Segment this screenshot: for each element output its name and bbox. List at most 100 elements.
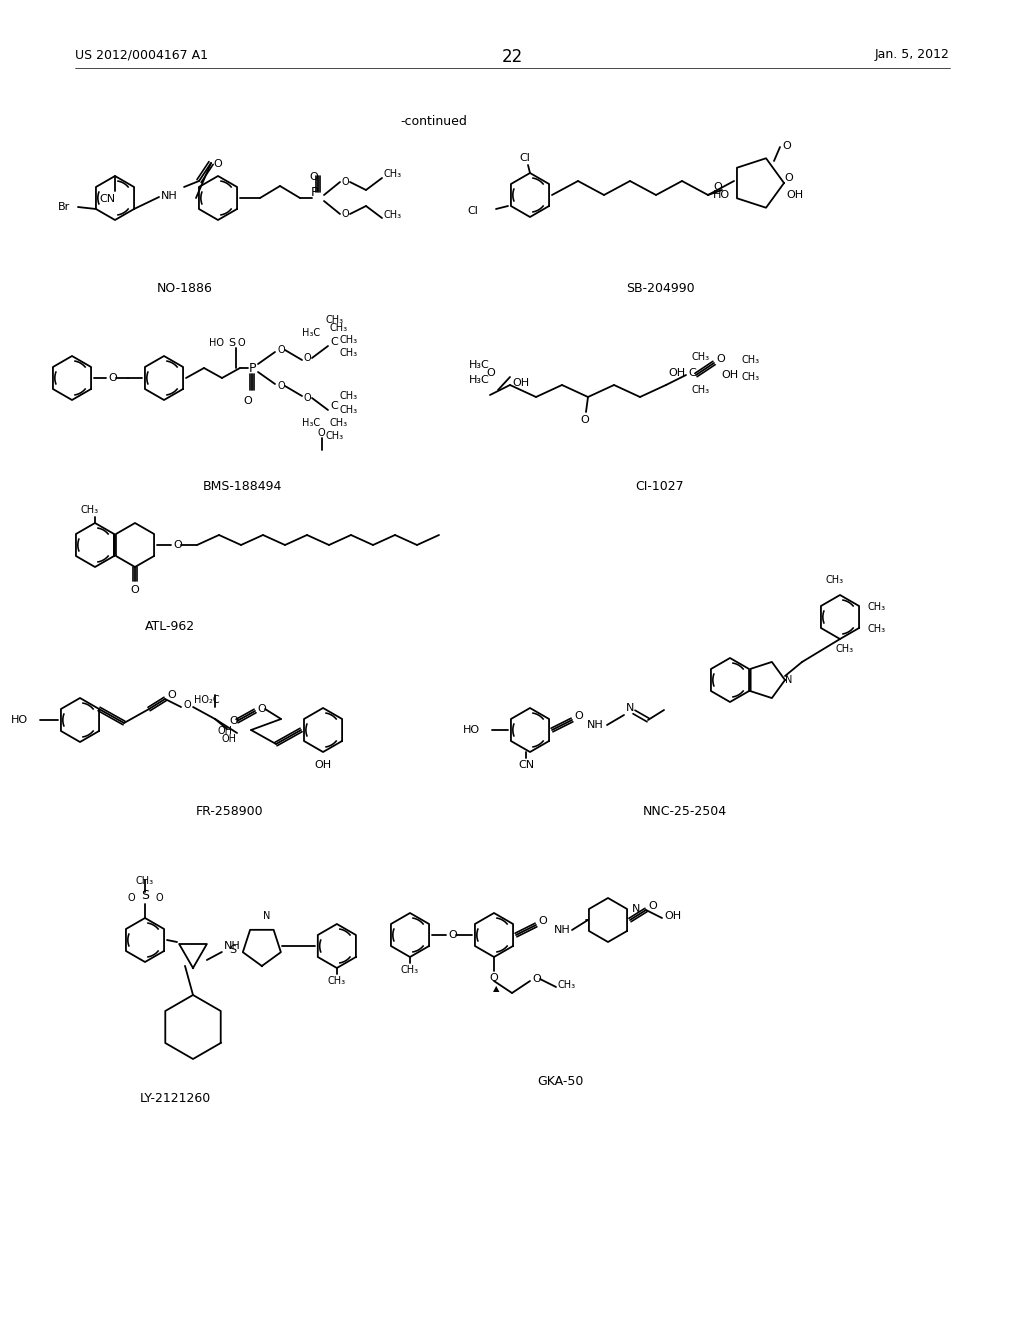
Text: NO-1886: NO-1886 — [157, 282, 213, 294]
Text: CH₃: CH₃ — [325, 432, 343, 441]
Text: S: S — [229, 945, 237, 954]
Text: O: O — [342, 209, 349, 219]
Text: NH: NH — [224, 941, 241, 950]
Text: P: P — [248, 362, 256, 375]
Text: N: N — [785, 675, 793, 685]
Text: CH₃: CH₃ — [826, 576, 844, 585]
Text: OH: OH — [512, 378, 529, 388]
Text: CH₃: CH₃ — [340, 348, 358, 358]
Text: H₃C: H₃C — [302, 327, 321, 338]
Text: H₃C: H₃C — [469, 360, 490, 370]
Text: CH₃: CH₃ — [867, 602, 885, 612]
Text: P: P — [310, 186, 317, 199]
Text: N: N — [626, 704, 635, 713]
Text: N: N — [632, 904, 640, 913]
Text: HO: HO — [11, 715, 28, 725]
Text: HO: HO — [713, 190, 730, 201]
Text: OH: OH — [217, 726, 232, 737]
Text: ▲: ▲ — [493, 985, 500, 994]
Text: CH₃: CH₃ — [741, 355, 759, 366]
Text: CH₃: CH₃ — [328, 975, 346, 986]
Text: CH₃: CH₃ — [81, 506, 99, 515]
Text: O: O — [108, 374, 117, 383]
Text: US 2012/0004167 A1: US 2012/0004167 A1 — [75, 48, 208, 61]
Text: CH₃: CH₃ — [340, 391, 358, 401]
Text: C: C — [330, 337, 338, 347]
Text: LY-2121260: LY-2121260 — [139, 1092, 211, 1105]
Text: C: C — [688, 368, 695, 378]
Text: Br: Br — [58, 202, 71, 213]
Text: S: S — [228, 338, 236, 348]
Text: O: O — [131, 585, 139, 595]
Text: -continued: -continued — [400, 115, 467, 128]
Text: CH₃: CH₃ — [691, 385, 710, 395]
Text: O: O — [716, 354, 725, 364]
Text: NH: NH — [161, 191, 178, 201]
Text: O: O — [173, 540, 181, 550]
Text: O: O — [167, 690, 176, 700]
Text: SB-204990: SB-204990 — [626, 282, 694, 294]
Text: O: O — [318, 428, 326, 438]
Text: C: C — [330, 401, 338, 411]
Text: O: O — [278, 381, 285, 391]
Text: ATL-962: ATL-962 — [145, 620, 195, 634]
Text: O: O — [156, 894, 163, 903]
Text: CH₃: CH₃ — [401, 965, 419, 975]
Text: CN: CN — [518, 760, 535, 770]
Text: O: O — [342, 177, 349, 187]
Text: OH: OH — [786, 190, 803, 201]
Text: O: O — [238, 338, 246, 348]
Text: O: O — [532, 974, 541, 983]
Text: CH₃: CH₃ — [384, 169, 402, 180]
Text: CH₃: CH₃ — [867, 624, 885, 634]
Text: CH₃: CH₃ — [741, 372, 759, 381]
Text: CH₃: CH₃ — [330, 418, 348, 428]
Text: HO: HO — [209, 338, 224, 348]
Text: Cl: Cl — [519, 153, 530, 162]
Text: OH: OH — [721, 370, 738, 380]
Text: N: N — [263, 911, 270, 921]
Text: CN: CN — [99, 194, 115, 205]
Text: O: O — [278, 345, 285, 355]
Text: O: O — [309, 172, 318, 182]
Text: O: O — [574, 711, 583, 721]
Text: O: O — [304, 352, 311, 363]
Text: H₃C: H₃C — [469, 375, 490, 385]
Text: Cl: Cl — [467, 206, 478, 216]
Text: CH₃: CH₃ — [558, 979, 577, 990]
Text: O: O — [127, 894, 135, 903]
Text: HO₂C: HO₂C — [195, 696, 220, 705]
Text: OH: OH — [221, 734, 237, 744]
Text: O: O — [648, 902, 656, 911]
Text: FR-258900: FR-258900 — [197, 805, 264, 818]
Text: CH₃: CH₃ — [340, 405, 358, 414]
Text: CH₃: CH₃ — [330, 323, 348, 333]
Text: O: O — [782, 141, 791, 150]
Text: CH₃: CH₃ — [836, 644, 854, 653]
Text: O: O — [229, 715, 238, 726]
Text: CH₃: CH₃ — [384, 210, 402, 220]
Text: O: O — [784, 173, 793, 183]
Text: Jan. 5, 2012: Jan. 5, 2012 — [876, 48, 950, 61]
Text: O: O — [257, 704, 266, 714]
Text: O: O — [213, 158, 222, 169]
Text: OH: OH — [664, 911, 681, 921]
Text: 22: 22 — [502, 48, 522, 66]
Text: CH₃: CH₃ — [325, 315, 343, 325]
Text: BMS-188494: BMS-188494 — [203, 480, 282, 492]
Text: H₃C: H₃C — [302, 418, 321, 428]
Text: HO: HO — [463, 725, 480, 735]
Text: O: O — [304, 393, 311, 403]
Text: O: O — [486, 368, 495, 378]
Text: GKA-50: GKA-50 — [537, 1074, 584, 1088]
Text: OH: OH — [668, 368, 685, 378]
Text: O: O — [489, 973, 499, 983]
Text: O: O — [581, 414, 590, 425]
Text: O: O — [538, 916, 547, 927]
Text: CH₃: CH₃ — [340, 335, 358, 345]
Text: NNC-25-2504: NNC-25-2504 — [643, 805, 727, 818]
Text: O: O — [183, 700, 190, 710]
Text: O: O — [713, 182, 722, 191]
Text: O: O — [449, 931, 457, 940]
Text: CH₃: CH₃ — [136, 876, 154, 886]
